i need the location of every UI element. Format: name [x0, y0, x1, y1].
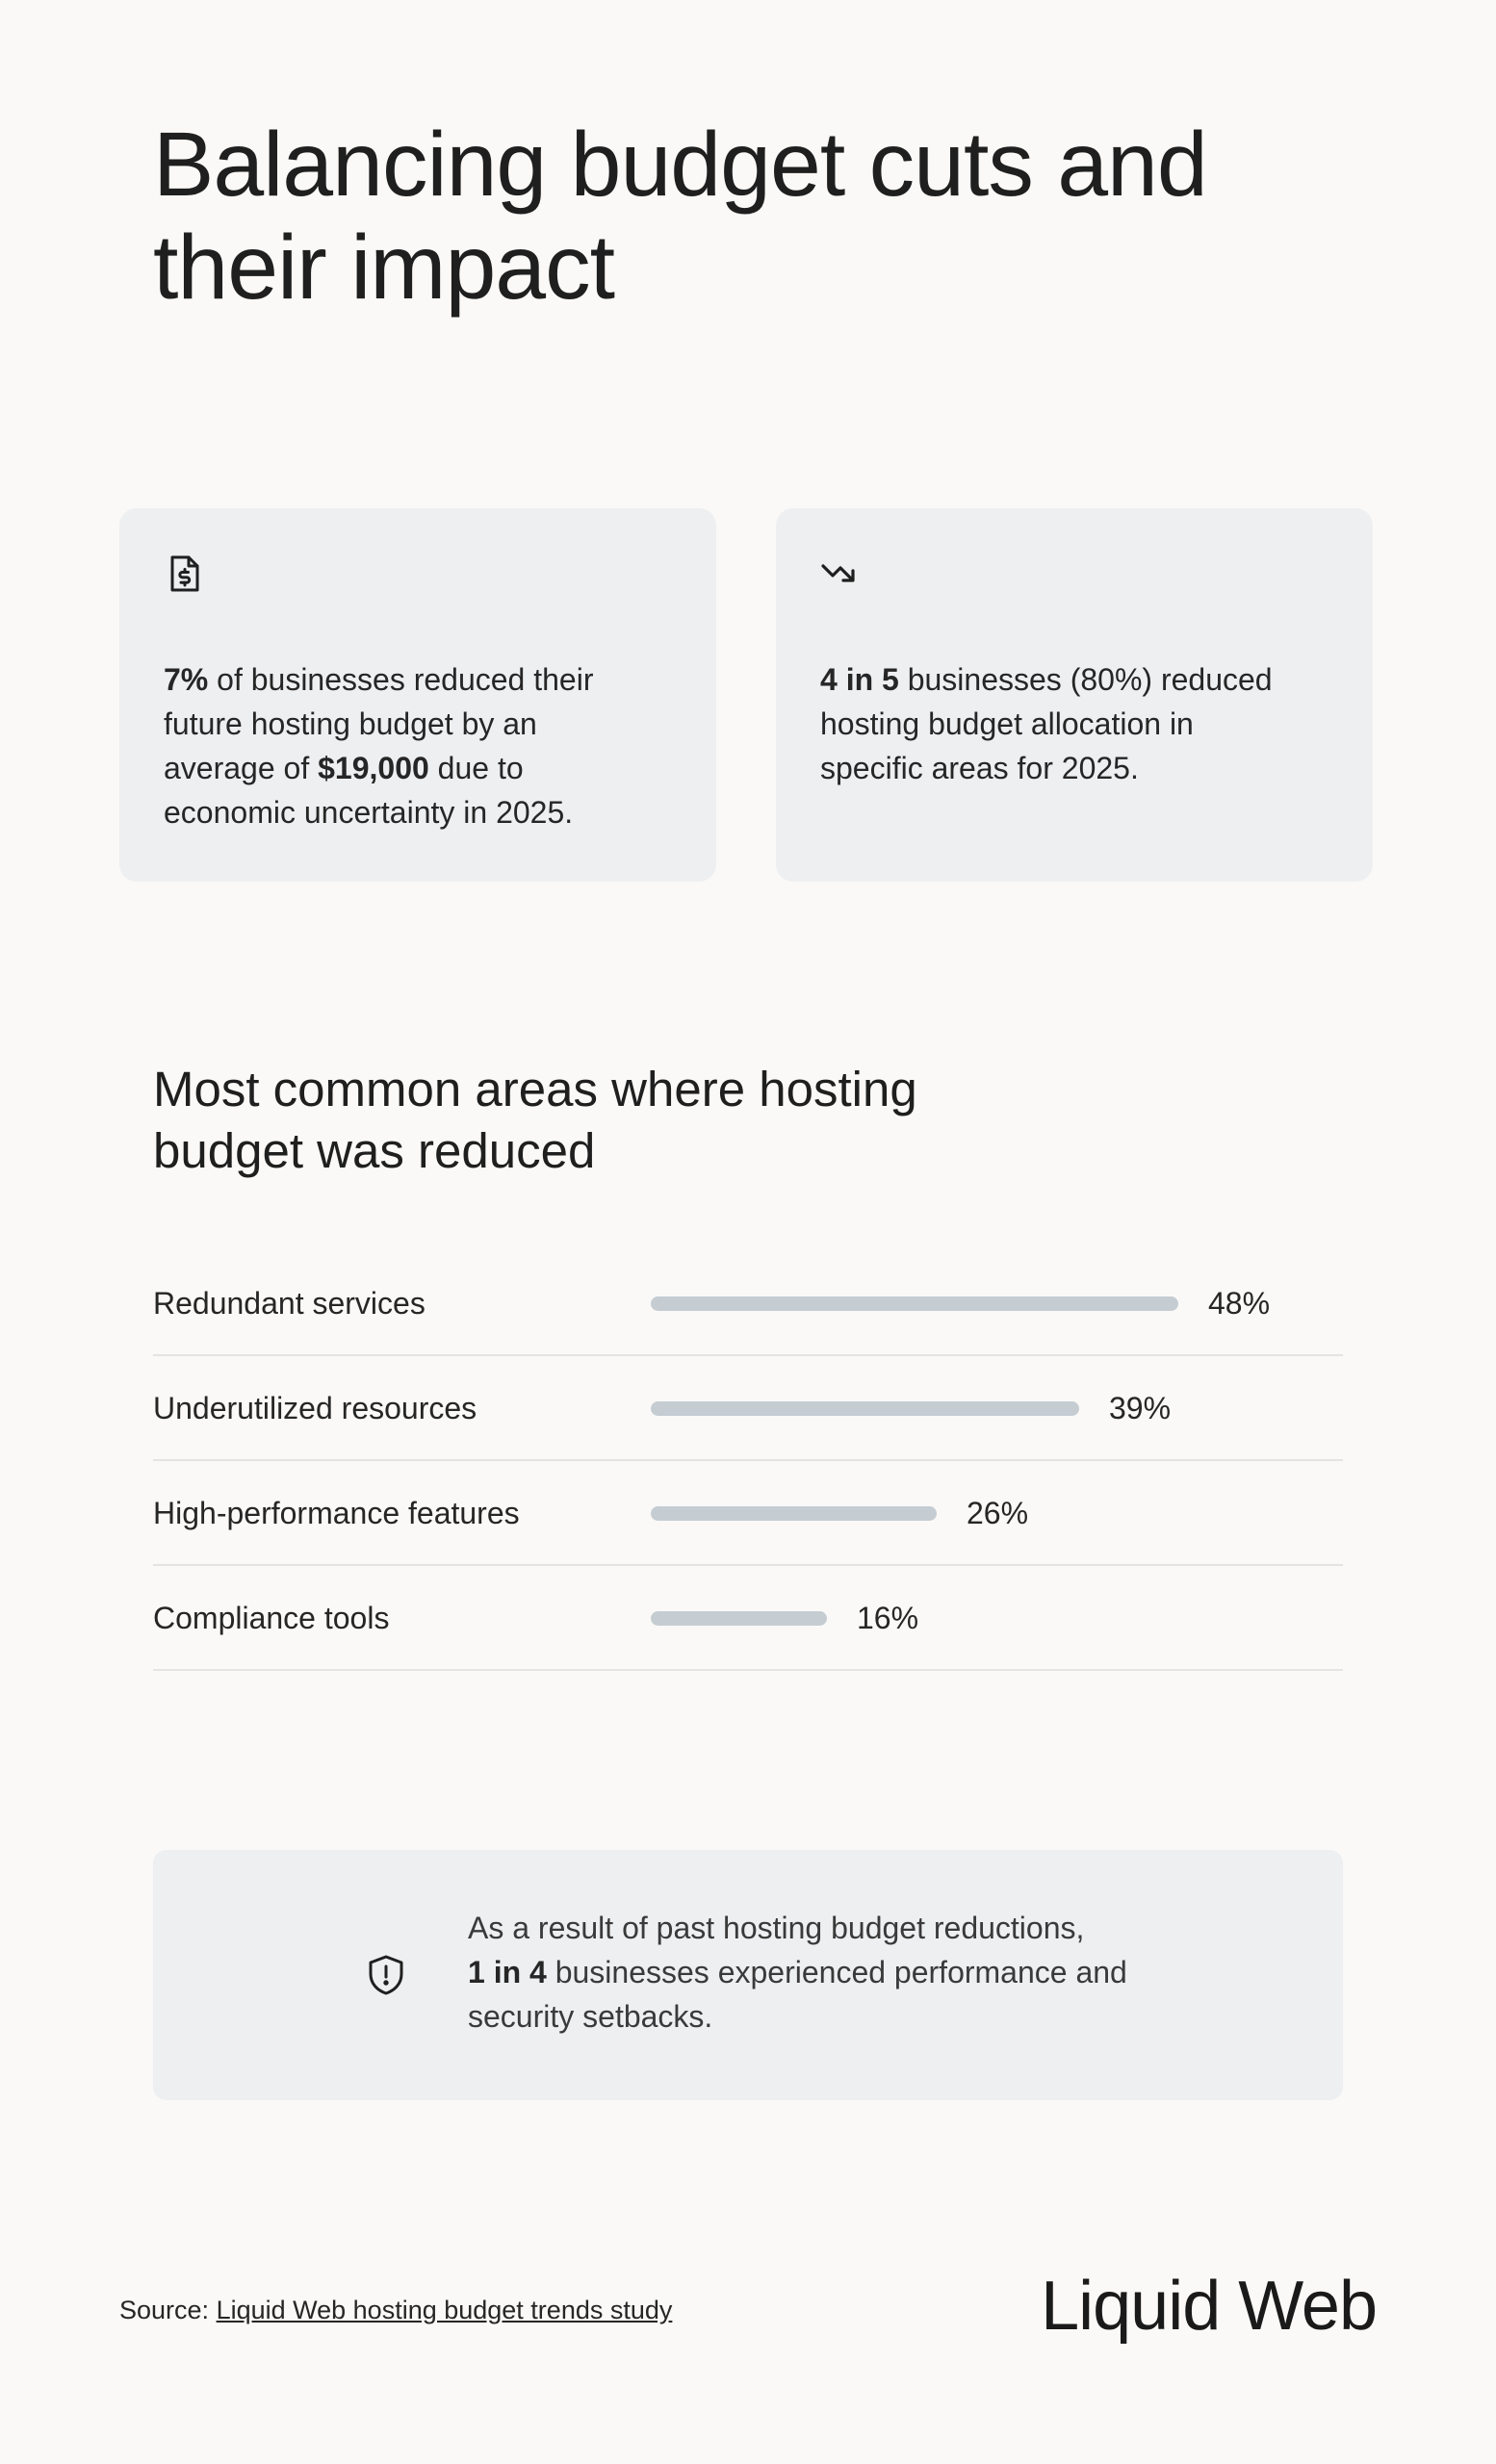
bar-value-label: 48% [1208, 1286, 1271, 1321]
bar-track: 48% [651, 1251, 1343, 1356]
invoice-dollar-icon [164, 552, 206, 595]
bar [651, 1506, 937, 1521]
bar-label: Compliance tools [153, 1601, 390, 1635]
callout-box: As a result of past hosting budget reduc… [153, 1850, 1343, 2100]
bar-label: High-performance features [153, 1496, 520, 1530]
bar-row: Underutilized resources 39% [153, 1356, 1343, 1461]
bar-row: High-performance features 26% [153, 1461, 1343, 1566]
bar [651, 1401, 1079, 1416]
stat-highlight-amount: $19,000 [318, 751, 429, 785]
callout-rest: businesses experienced performance and s… [468, 1955, 1127, 2034]
callout-text: As a result of past hosting budget reduc… [468, 1906, 1161, 2039]
stat-text-allocation: 4 in 5 businesses (80%) reduced hosting … [820, 657, 1302, 790]
bar-chart: Redundant services 48% Underutilized resou… [153, 1251, 1343, 1671]
bar-track: 26% [651, 1461, 1343, 1566]
trend-down-icon [820, 552, 863, 595]
bar-value-label: 26% [967, 1496, 1029, 1530]
bar-value-label: 39% [1109, 1391, 1172, 1425]
bar [651, 1296, 1178, 1311]
stat-text: of businesses reduced their future hosti… [164, 662, 594, 785]
source-note: Source: Liquid Web hosting budget trends… [119, 2291, 672, 2329]
stat-text: businesses (80%) reduced hosting budget … [820, 662, 1273, 785]
stat-highlight: 7% [164, 662, 209, 697]
bar-label: Underutilized resources [153, 1391, 477, 1425]
bar-row: Compliance tools 16% [153, 1566, 1343, 1671]
brand-logo: Liquid Web [1041, 2268, 1378, 2345]
source-link[interactable]: Liquid Web hosting budget trends study [216, 2296, 673, 2324]
page-title: Balancing budget cuts and their impact [153, 114, 1208, 319]
bar-track: 16% [651, 1566, 1343, 1671]
bar [651, 1611, 827, 1626]
stat-text-budget-cut: 7% of businesses reduced their future ho… [164, 657, 645, 834]
source-prefix: Source: [119, 2296, 217, 2324]
stat-highlight: 4 in 5 [820, 662, 899, 697]
stat-card-allocation: 4 in 5 businesses (80%) reduced hosting … [776, 508, 1373, 882]
stat-text-end: due to economic uncertainty in 2025. [164, 751, 574, 830]
shield-alert-icon [365, 1953, 407, 1997]
bar-label: Redundant services [153, 1286, 426, 1321]
stat-card-budget-cut: 7% of businesses reduced their future ho… [119, 508, 716, 882]
bar-row: Redundant services 48% [153, 1251, 1343, 1356]
chart-title: Most common areas where hosting budget w… [153, 1062, 917, 1178]
callout-line: As a result of past hosting budget reduc… [468, 1911, 1085, 1945]
callout-highlight: 1 in 4 [468, 1955, 547, 1989]
bar-track: 39% [651, 1356, 1343, 1461]
bar-value-label: 16% [857, 1601, 919, 1635]
